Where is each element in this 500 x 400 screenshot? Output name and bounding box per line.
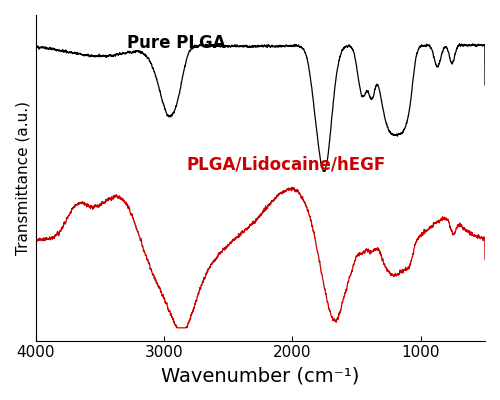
X-axis label: Wavenumber (cm⁻¹): Wavenumber (cm⁻¹) bbox=[161, 366, 360, 385]
Y-axis label: Transmittance (a.u.): Transmittance (a.u.) bbox=[15, 101, 30, 255]
Text: PLGA/Lidocaine/hEGF: PLGA/Lidocaine/hEGF bbox=[186, 156, 386, 174]
Text: Pure PLGA: Pure PLGA bbox=[128, 34, 226, 52]
